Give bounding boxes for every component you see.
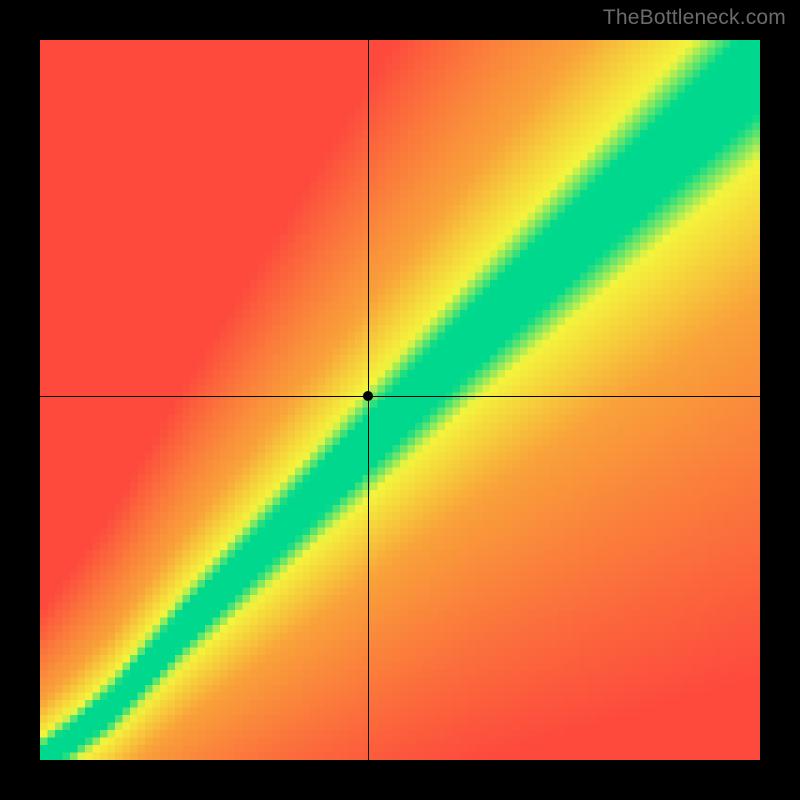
watermark-text: TheBottleneck.com bbox=[603, 6, 786, 30]
chart-container: TheBottleneck.com bbox=[0, 0, 800, 800]
selection-marker[interactable] bbox=[363, 391, 373, 401]
crosshair-horizontal bbox=[40, 396, 760, 397]
plot-area bbox=[40, 40, 760, 760]
bottleneck-heatmap bbox=[40, 40, 760, 760]
